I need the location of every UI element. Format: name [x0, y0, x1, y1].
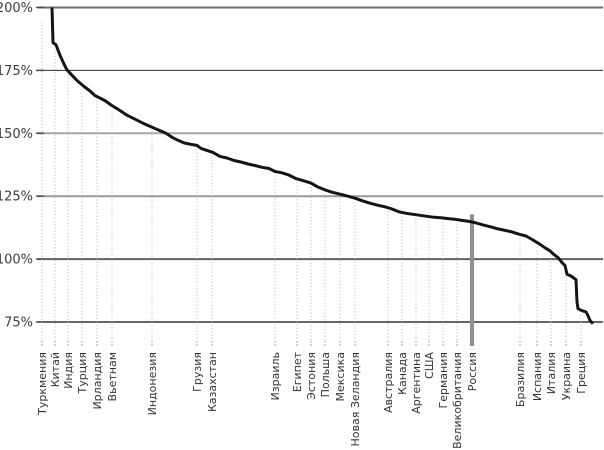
- x-axis-country-label: Италия: [545, 352, 558, 394]
- x-axis-country-label: Ирландия: [91, 352, 104, 410]
- x-axis-country-label: Испания: [531, 352, 544, 401]
- y-tick-label: 200%: [0, 1, 33, 16]
- y-tick-label: 75%: [4, 316, 33, 331]
- x-axis-country-label: Австралия: [382, 352, 395, 413]
- x-axis-country-label: Грузия: [191, 352, 204, 392]
- x-axis-country-label: Эстония: [305, 352, 318, 400]
- x-axis-country-label: Турция: [76, 352, 89, 394]
- x-axis-country-label: Египет: [291, 351, 304, 392]
- x-axis-country-label: Бразилия: [514, 352, 527, 407]
- trend-line: [50, 7, 595, 325]
- x-axis-country-label: Израиль: [269, 352, 282, 400]
- x-axis-country-label: Германия: [437, 352, 450, 408]
- x-axis-country-label: Вьетнам: [106, 352, 119, 401]
- x-axis-country-label: Мексика: [334, 352, 347, 401]
- y-tick-label: 125%: [0, 190, 33, 205]
- x-axis-country-label: Туркмения: [36, 352, 49, 416]
- x-axis-country-label: Аргентина: [410, 352, 423, 414]
- x-axis-country-label: Великобритания: [451, 352, 464, 449]
- x-axis-country-label: Индонезия: [146, 352, 159, 415]
- x-axis-country-label: Россия: [466, 352, 479, 391]
- x-axis-country-label: Польша: [319, 352, 332, 397]
- y-tick-label: 175%: [0, 64, 33, 79]
- x-axis-country-label: Новая Зеландия: [349, 352, 362, 447]
- x-axis-country-label: Украина: [560, 352, 573, 400]
- x-axis-country-label: Канада: [396, 352, 409, 395]
- x-axis-country-label: Китай: [49, 352, 62, 387]
- x-axis-country-label: Казахстан: [206, 352, 219, 412]
- y-tick-label: 100%: [0, 253, 33, 268]
- y-tick-label: 150%: [0, 127, 33, 142]
- x-axis-country-label: США: [423, 352, 436, 379]
- x-axis-country-label: Индия: [62, 352, 75, 389]
- x-axis-country-label: Греция: [575, 352, 588, 394]
